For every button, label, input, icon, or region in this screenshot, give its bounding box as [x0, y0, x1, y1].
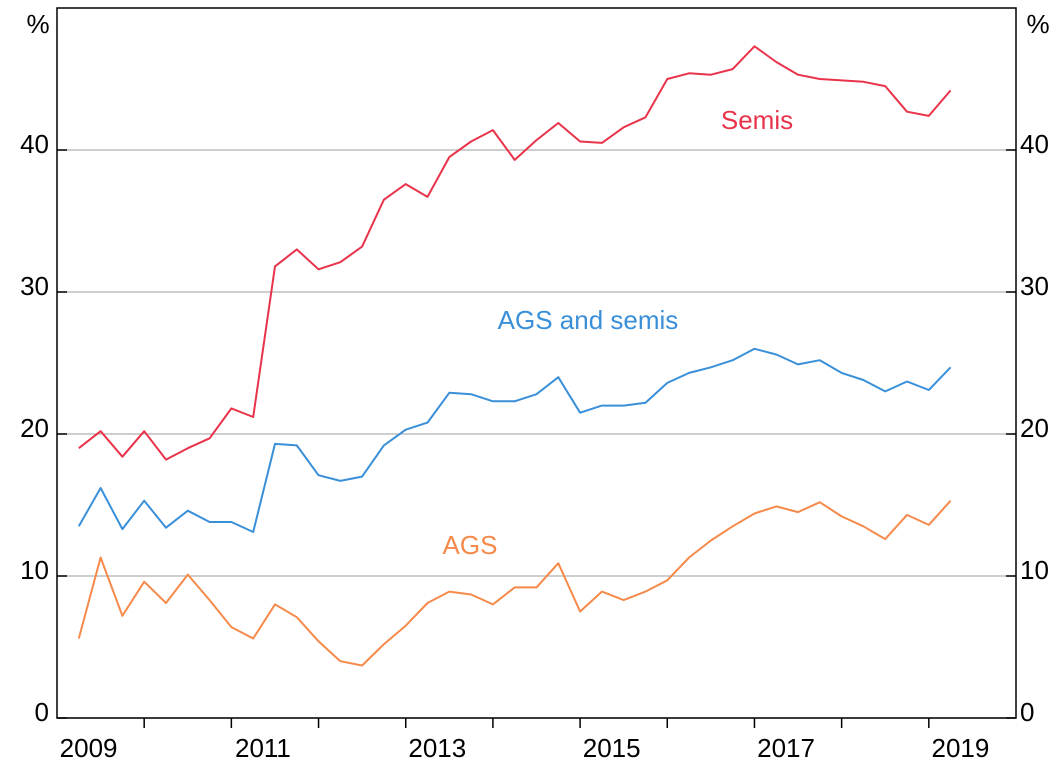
- y-tick-label: 40: [20, 129, 49, 159]
- x-tick-label: 2011: [235, 733, 291, 763]
- plot-frame: [56, 7, 1017, 719]
- y2-tick-label: 40: [1020, 129, 1049, 159]
- y2-tick-label: 10: [1020, 555, 1049, 585]
- y-tick-label: 30: [20, 271, 49, 301]
- x-tick-label: 2017: [757, 733, 815, 763]
- y2-tick-label: 0: [1020, 697, 1034, 727]
- y2-tick-label: 30: [1020, 271, 1049, 301]
- series-label: Semis: [721, 105, 793, 135]
- x-tick-label: 2019: [931, 733, 989, 763]
- y-unit-left: %: [26, 9, 49, 39]
- x-tick-label: 2009: [60, 733, 118, 763]
- y-tick-label: 10: [20, 555, 49, 585]
- series-line: [77, 347, 952, 533]
- x-tick-label: 2013: [408, 733, 466, 763]
- y-tick-label: 20: [20, 413, 49, 443]
- series-label: AGS and semis: [498, 305, 679, 335]
- y-unit-right: %: [1026, 9, 1049, 39]
- y-tick-label: 0: [35, 697, 49, 727]
- series-line: [78, 45, 952, 461]
- series-line: [77, 500, 952, 667]
- series-label: AGS: [443, 530, 498, 560]
- y2-tick-label: 20: [1020, 413, 1049, 443]
- x-tick-label: 2015: [583, 733, 641, 763]
